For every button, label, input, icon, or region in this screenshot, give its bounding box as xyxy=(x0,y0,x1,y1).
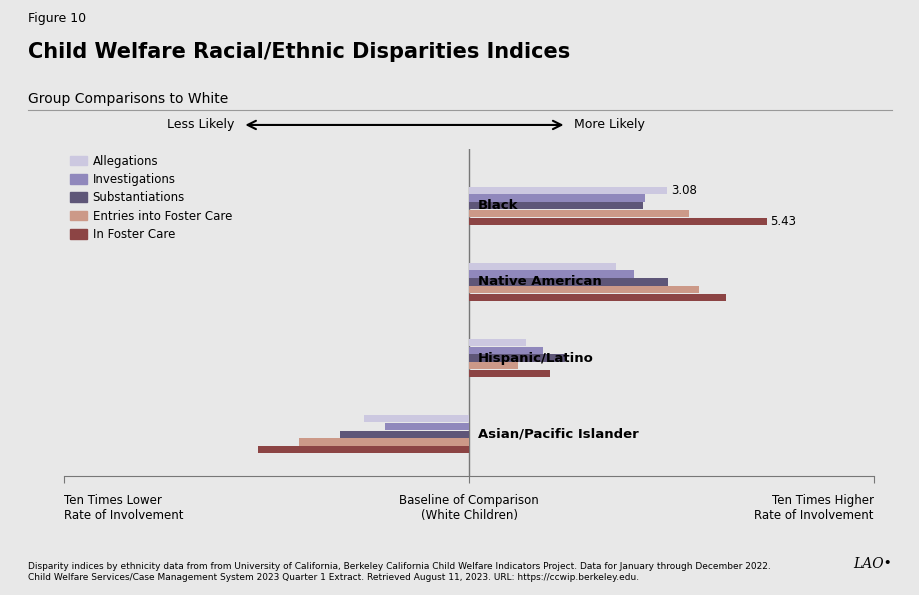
Bar xyxy=(469,210,688,217)
Text: Figure 10: Figure 10 xyxy=(28,12,85,25)
Bar xyxy=(257,446,469,453)
Text: Group Comparisons to White: Group Comparisons to White xyxy=(28,92,228,107)
Text: More Likely: More Likely xyxy=(573,118,644,131)
Text: Ten Times Lower
Rate of Involvement: Ten Times Lower Rate of Involvement xyxy=(64,494,184,522)
Bar xyxy=(469,294,725,301)
Bar xyxy=(364,415,469,422)
Bar xyxy=(299,439,469,446)
Bar xyxy=(469,339,526,346)
Bar xyxy=(469,262,615,270)
Bar xyxy=(469,202,641,209)
Text: Asian/Pacific Islander: Asian/Pacific Islander xyxy=(477,428,638,441)
Text: 5.43: 5.43 xyxy=(769,215,796,228)
Bar xyxy=(340,431,469,438)
Bar xyxy=(469,286,698,293)
Bar xyxy=(469,218,766,225)
Text: Disparity indices by ethnicity data from from University of California, Berkeley: Disparity indices by ethnicity data from… xyxy=(28,562,769,582)
Bar xyxy=(469,346,542,354)
Bar xyxy=(469,370,549,377)
Bar xyxy=(469,187,666,194)
Bar xyxy=(469,355,564,362)
Bar xyxy=(469,278,667,286)
Text: Ten Times Higher
Rate of Involvement: Ten Times Higher Rate of Involvement xyxy=(754,494,873,522)
Bar xyxy=(385,422,469,430)
Text: Baseline of Comparison
(White Children): Baseline of Comparison (White Children) xyxy=(399,494,539,522)
Text: 3.08: 3.08 xyxy=(670,184,696,197)
Text: Less Likely: Less Likely xyxy=(167,118,234,131)
Bar xyxy=(469,362,517,369)
Text: Native American: Native American xyxy=(477,275,601,289)
Text: Hispanic/Latino: Hispanic/Latino xyxy=(477,352,593,365)
Text: LAO•: LAO• xyxy=(853,557,891,571)
Legend: Allegations, Investigations, Substantiations, Entries into Foster Care, In Foste: Allegations, Investigations, Substantiat… xyxy=(70,155,232,241)
Bar xyxy=(469,195,644,202)
Bar xyxy=(469,271,633,278)
Text: Black: Black xyxy=(477,199,517,212)
Text: Child Welfare Racial/Ethnic Disparities Indices: Child Welfare Racial/Ethnic Disparities … xyxy=(28,42,569,62)
